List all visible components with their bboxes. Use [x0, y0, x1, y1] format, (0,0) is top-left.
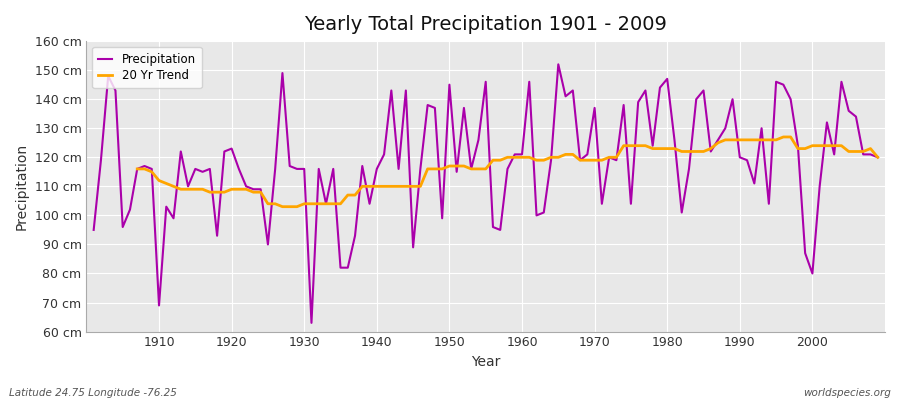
- 20 Yr Trend: [836, 143, 847, 148]
- 20 Yr Trend: [800, 146, 811, 151]
- Precipitation: [313, 166, 324, 171]
- Precipitation: [872, 155, 883, 160]
- 20 Yr Trend: [131, 166, 142, 171]
- Legend: Precipitation, 20 Yr Trend: Precipitation, 20 Yr Trend: [93, 47, 202, 88]
- 20 Yr Trend: [822, 143, 832, 148]
- X-axis label: Year: Year: [471, 355, 500, 369]
- 20 Yr Trend: [814, 143, 825, 148]
- Precipitation: [357, 164, 368, 168]
- Precipitation: [517, 152, 527, 157]
- 20 Yr Trend: [872, 155, 883, 160]
- Precipitation: [306, 320, 317, 325]
- Precipitation: [553, 62, 563, 67]
- 20 Yr Trend: [778, 134, 788, 139]
- Text: Latitude 24.75 Longitude -76.25: Latitude 24.75 Longitude -76.25: [9, 388, 177, 398]
- Precipitation: [618, 103, 629, 108]
- Text: worldspecies.org: worldspecies.org: [803, 388, 891, 398]
- Precipitation: [147, 166, 158, 171]
- Precipitation: [524, 79, 535, 84]
- 20 Yr Trend: [342, 193, 353, 198]
- Title: Yearly Total Precipitation 1901 - 2009: Yearly Total Precipitation 1901 - 2009: [304, 15, 667, 34]
- Line: Precipitation: Precipitation: [94, 64, 878, 323]
- Line: 20 Yr Trend: 20 Yr Trend: [137, 137, 877, 207]
- 20 Yr Trend: [567, 152, 578, 157]
- 20 Yr Trend: [277, 204, 288, 209]
- Precipitation: [88, 228, 99, 232]
- Y-axis label: Precipitation: Precipitation: [15, 143, 29, 230]
